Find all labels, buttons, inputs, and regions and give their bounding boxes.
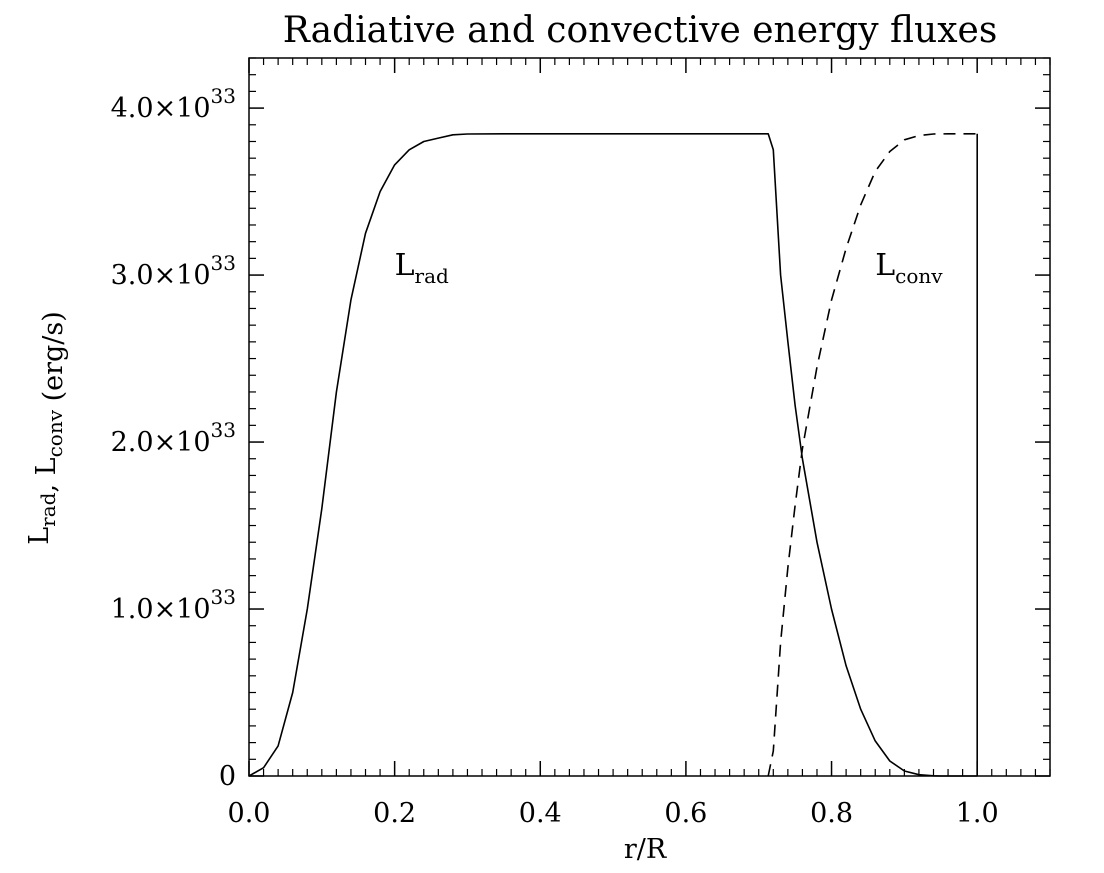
y-tick-label: 3.0×1033 (111, 251, 236, 291)
chart-title: Radiative and convective energy fluxes (283, 10, 998, 51)
x-axis-label: r/R (624, 834, 667, 865)
series-label-l-rad: Lrad (395, 248, 449, 288)
series-label-l-conv: Lconv (875, 248, 943, 288)
x-tick-label: 0.8 (810, 798, 853, 829)
x-tick-label: 1.0 (956, 798, 999, 829)
x-tick-label: 0.0 (228, 798, 271, 829)
y-tick-label: 1.0×1033 (111, 585, 236, 625)
y-axis-label: Lrad, Lconv (erg/s) (24, 311, 69, 545)
series-line-l-conv (767, 133, 978, 777)
y-tick-label: 0 (219, 761, 236, 792)
y-tick-label: 4.0×1033 (111, 84, 236, 124)
x-tick-label: 0.2 (373, 798, 416, 829)
x-tick-label: 0.4 (519, 798, 562, 829)
plot-area: 0.0 0.2 0.4 0.6 0.8 1.0 0 1.0×1033 2.0×1033 3.0×1… (111, 57, 1051, 829)
plot-frame (248, 57, 1051, 777)
y-tick-label: 2.0×1033 (111, 418, 236, 458)
x-tick-label: 0.6 (664, 798, 707, 829)
series-line-l-rad (248, 133, 978, 777)
